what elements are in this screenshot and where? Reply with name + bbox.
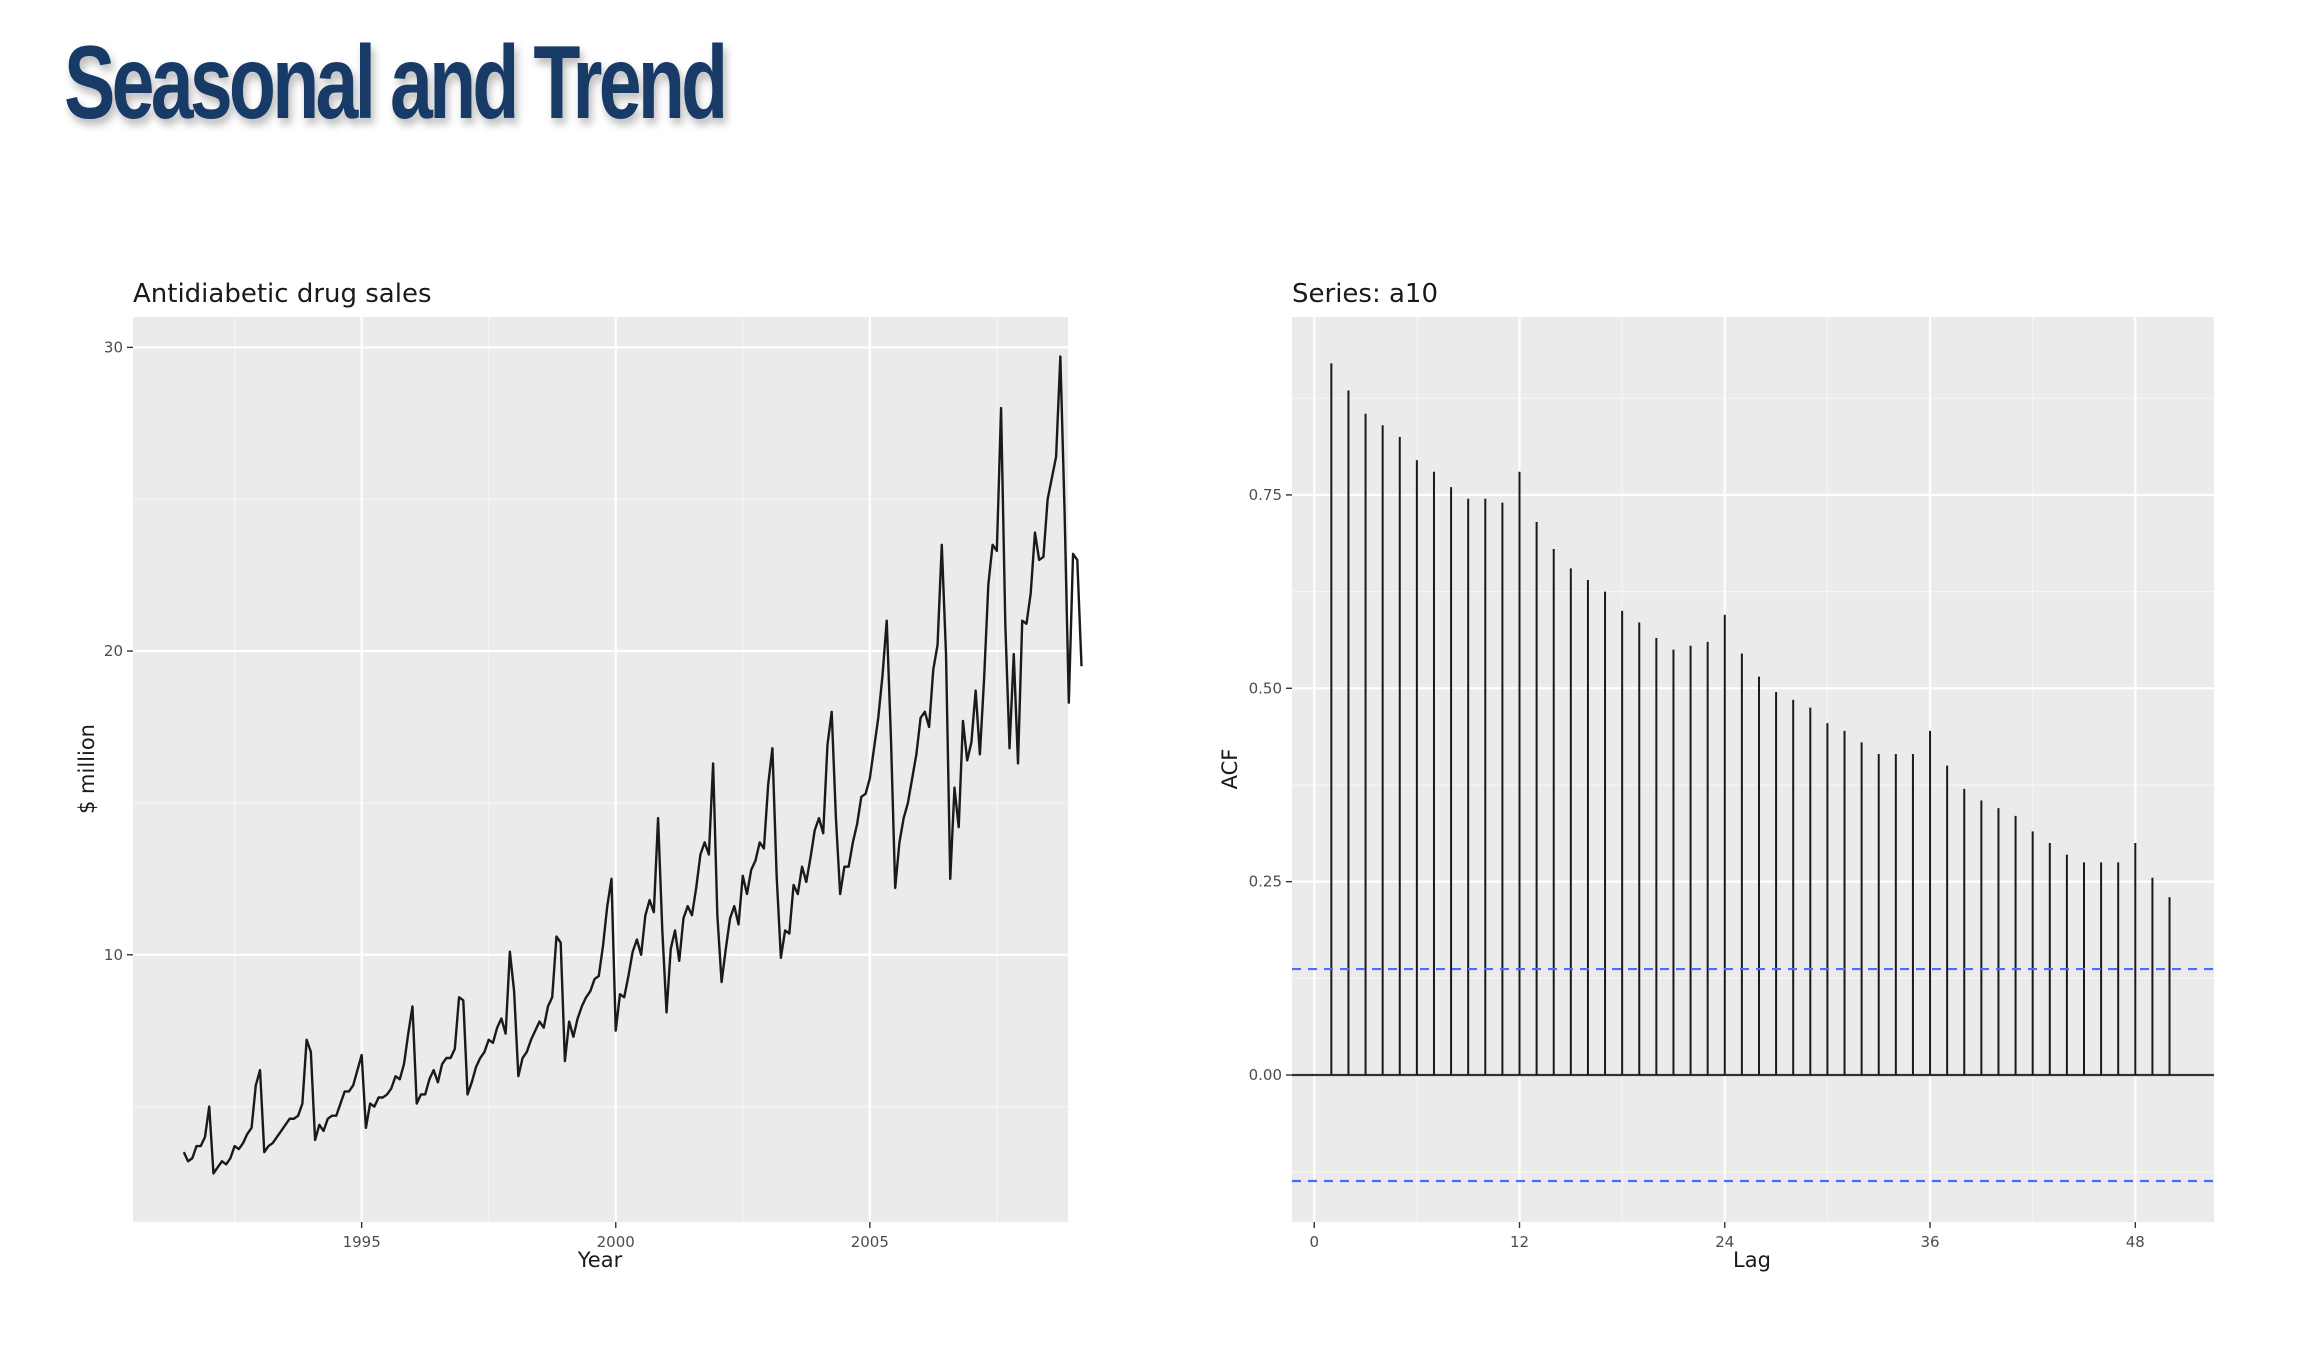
sales-y-axis: 10 20 30 bbox=[104, 338, 133, 964]
sales-x-tick-label: 2005 bbox=[851, 1233, 889, 1251]
sales-x-tick-label: 1995 bbox=[343, 1233, 381, 1251]
acf-confidence-bounds bbox=[1292, 967, 2214, 1183]
slide-title: Seasonal and Trend bbox=[64, 25, 728, 141]
sales-chart-title: Antidiabetic drug sales bbox=[133, 279, 432, 309]
acf-y-tick-label: 0.50 bbox=[1249, 679, 1282, 697]
acf-y-tick-label: 0.25 bbox=[1249, 873, 1282, 891]
acf-x-tick-label: 36 bbox=[1920, 1233, 1939, 1251]
acf-x-axis-title: Lag bbox=[1733, 1248, 1771, 1272]
acf-y-tick-label: 0.75 bbox=[1249, 486, 1282, 504]
sales-series-line bbox=[182, 355, 1083, 1175]
sales-y-tick-label: 10 bbox=[104, 946, 123, 964]
acf-y-axis-title: ACF bbox=[1218, 749, 1242, 790]
sales-x-tick-label: 2000 bbox=[597, 1233, 635, 1251]
sales-x-axis: 1995 2000 2005 bbox=[343, 1222, 889, 1251]
sales-y-tick-label: 30 bbox=[104, 338, 123, 356]
acf-x-tick-label: 0 bbox=[1309, 1233, 1319, 1251]
acf-y-tick-label: 0.00 bbox=[1249, 1066, 1282, 1084]
sales-plot-panel bbox=[133, 317, 1068, 1222]
sales-x-axis-title: Year bbox=[577, 1248, 623, 1272]
sales-y-axis-title: $ million bbox=[75, 724, 99, 814]
acf-x-tick-label: 12 bbox=[1510, 1233, 1529, 1251]
sales-y-tick-label: 20 bbox=[104, 642, 123, 660]
acf-chart-title: Series: a10 bbox=[1292, 279, 1438, 309]
acf-chart: Series: a10 0.00 0.25 0.50 0.75 0 12 24 36 48 L… bbox=[1218, 279, 2214, 1272]
acf-plot-panel bbox=[1292, 317, 2214, 1222]
sales-grid bbox=[133, 317, 1068, 1222]
acf-x-tick-label: 48 bbox=[2126, 1233, 2145, 1251]
acf-y-axis: 0.00 0.25 0.50 0.75 bbox=[1249, 486, 1292, 1084]
sales-chart: Antidiabetic drug sales 10 20 30 1995 2000 2… bbox=[75, 279, 1083, 1272]
acf-bars bbox=[1292, 363, 2214, 1077]
acf-x-axis: 0 12 24 36 48 bbox=[1309, 1222, 2145, 1251]
acf-x-tick-label: 24 bbox=[1715, 1233, 1734, 1251]
